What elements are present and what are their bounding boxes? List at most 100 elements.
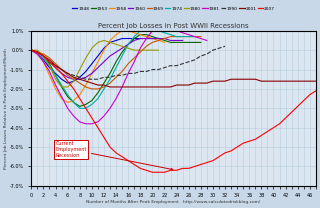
1960 [60, 72, 63, 75]
2007 [296, 105, 300, 108]
1981 [114, 97, 118, 100]
2007 [102, 136, 106, 139]
1974 [120, 55, 124, 57]
1958 [54, 88, 58, 90]
2007 [163, 171, 166, 173]
Line: 2001: 2001 [31, 50, 316, 87]
1948 [108, 41, 112, 44]
2007 [235, 146, 239, 148]
1953 [108, 72, 112, 75]
2001 [132, 86, 136, 88]
1981 [72, 115, 76, 117]
2001 [199, 82, 203, 84]
1980 [66, 86, 69, 88]
1953 [72, 101, 76, 104]
2007 [253, 138, 257, 141]
1960 [66, 76, 69, 79]
2007 [272, 126, 276, 129]
1969 [42, 53, 45, 55]
1974 [78, 107, 82, 110]
1958 [36, 53, 39, 55]
1974 [187, 35, 191, 38]
1990 [163, 66, 166, 69]
1990 [29, 49, 33, 51]
2007 [42, 55, 45, 57]
2001 [114, 86, 118, 88]
1969 [187, 35, 191, 38]
1969 [138, 51, 142, 53]
1953 [90, 99, 94, 102]
1981 [102, 115, 106, 117]
1981 [54, 84, 58, 86]
1960 [84, 76, 88, 79]
1981 [48, 70, 52, 73]
1980 [102, 39, 106, 42]
1990 [114, 74, 118, 77]
1981 [60, 95, 63, 98]
2007 [48, 61, 52, 63]
1948 [90, 62, 94, 65]
2007 [187, 167, 191, 170]
1981 [150, 30, 154, 32]
2007 [72, 88, 76, 90]
1990 [84, 78, 88, 80]
1953 [96, 92, 100, 94]
2007 [199, 163, 203, 166]
1953 [175, 41, 179, 44]
1974 [108, 78, 112, 80]
1969 [126, 62, 130, 65]
1969 [66, 74, 69, 77]
2007 [247, 140, 251, 142]
Y-axis label: Percent Job Losses Relative to Peak Employment/Month: Percent Job Losses Relative to Peak Empl… [4, 48, 8, 169]
1980 [42, 55, 45, 57]
1960 [181, 39, 185, 42]
2001 [96, 84, 100, 86]
1948 [96, 55, 100, 57]
1974 [96, 97, 100, 100]
1981 [187, 33, 191, 36]
1948 [120, 37, 124, 40]
1969 [181, 35, 185, 38]
1958 [66, 101, 69, 104]
1990 [193, 59, 197, 61]
1981 [90, 123, 94, 125]
2007 [290, 111, 293, 113]
2001 [253, 78, 257, 80]
1953 [48, 62, 52, 65]
2001 [193, 82, 197, 84]
2001 [296, 80, 300, 82]
Line: 1958: 1958 [31, 31, 164, 103]
2001 [169, 86, 172, 88]
1953 [199, 41, 203, 44]
1960 [42, 55, 45, 57]
1974 [132, 35, 136, 38]
1953 [36, 51, 39, 53]
1981 [84, 123, 88, 125]
2001 [308, 80, 312, 82]
1948 [72, 80, 76, 82]
1953 [193, 41, 197, 44]
2001 [84, 80, 88, 82]
2007 [84, 107, 88, 110]
2001 [150, 86, 154, 88]
1990 [211, 49, 215, 51]
1974 [114, 66, 118, 69]
1969 [36, 51, 39, 53]
2001 [29, 49, 33, 51]
1980 [156, 49, 160, 51]
1948 [102, 47, 106, 50]
2007 [277, 123, 281, 125]
2001 [72, 76, 76, 79]
1960 [72, 78, 76, 80]
1990 [199, 55, 203, 57]
1990 [42, 55, 45, 57]
1980 [138, 49, 142, 51]
Line: 1969: 1969 [31, 37, 201, 89]
2007 [96, 126, 100, 129]
1990 [223, 45, 227, 47]
2001 [126, 86, 130, 88]
1990 [205, 53, 209, 55]
2007 [150, 171, 154, 173]
1990 [54, 64, 58, 67]
1958 [96, 61, 100, 63]
